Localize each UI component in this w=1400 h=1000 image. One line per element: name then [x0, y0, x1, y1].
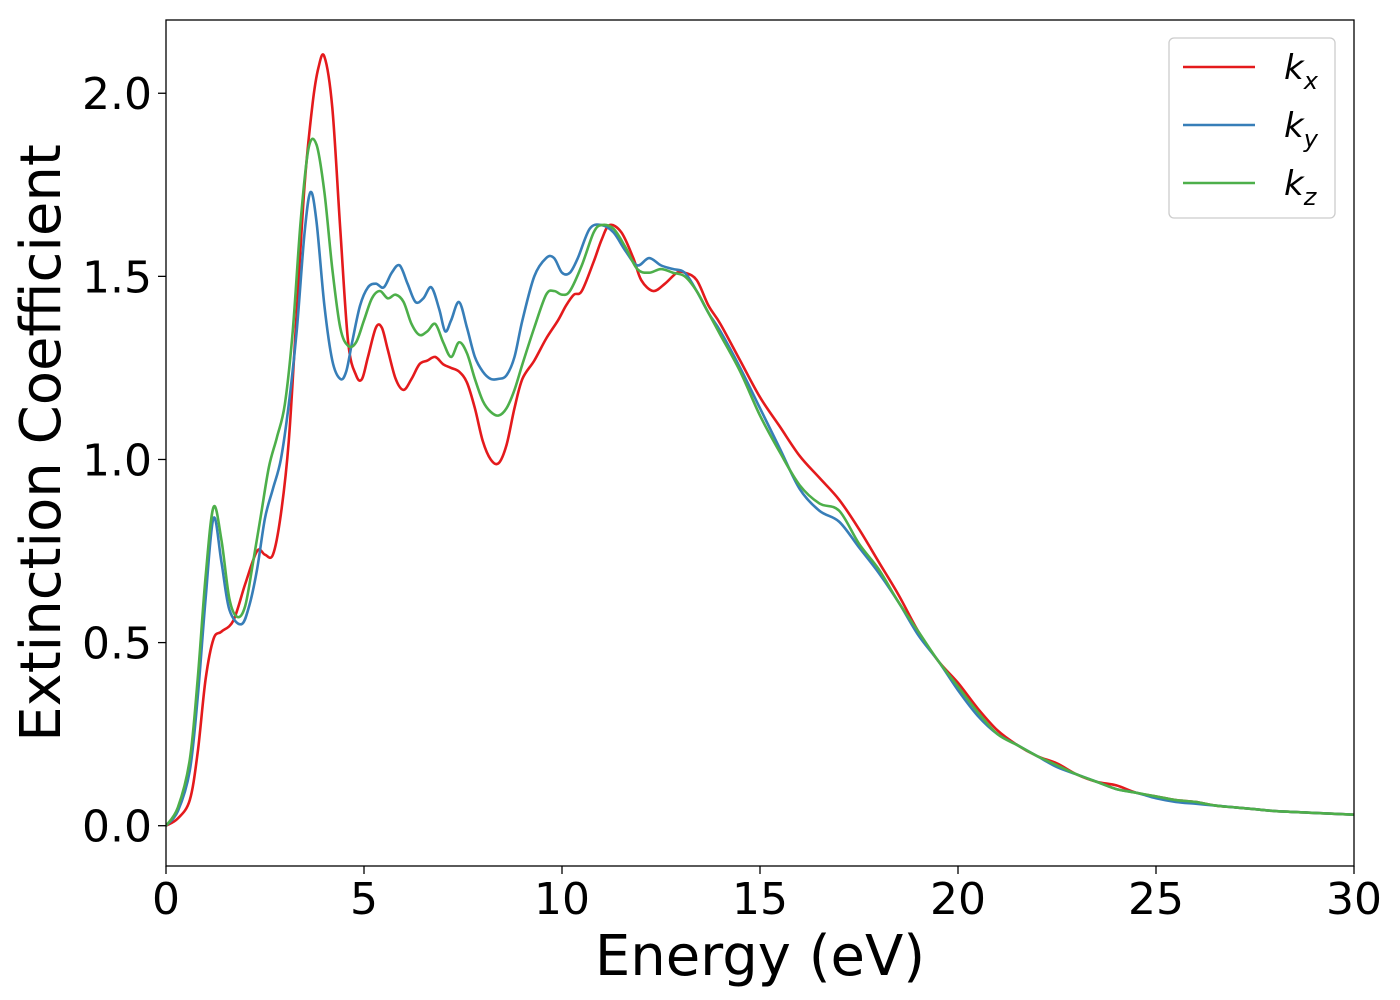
x-tick-label: 15: [732, 874, 788, 925]
x-axis-ticks: 0 5 10 15 20 25 30: [152, 866, 1382, 925]
legend-label-ky: ky: [1284, 106, 1319, 153]
x-tick-label: 0: [152, 874, 180, 925]
legend-label-subscript: y: [1303, 125, 1319, 153]
legend-label-subscript: z: [1303, 183, 1318, 211]
y-tick-label: 1.5: [82, 252, 152, 303]
legend-box: [1168, 37, 1336, 219]
y-tick-label: 0.0: [82, 802, 152, 853]
legend-label-base: k: [1284, 106, 1305, 146]
y-tick-label: 0.5: [82, 619, 152, 670]
x-axis-title: Energy (eV): [595, 924, 925, 989]
y-axis-title: Extinction Coefficient: [9, 144, 74, 742]
series-line-kz: [166, 137, 1354, 827]
y-tick-label: 1.0: [82, 435, 152, 486]
legend-label-base: k: [1284, 48, 1305, 88]
x-tick-label: 30: [1326, 874, 1382, 925]
x-tick-label: 20: [930, 874, 986, 925]
legend-label-base: k: [1284, 164, 1305, 204]
legend-label-subscript: x: [1303, 67, 1319, 95]
x-tick-label: 5: [350, 874, 378, 925]
plot-background: [166, 20, 1354, 866]
legend-label-kx: kx: [1284, 48, 1319, 95]
legend-label-kz: kz: [1284, 164, 1318, 211]
x-tick-label: 10: [534, 874, 590, 925]
y-tick-label: 2.0: [82, 69, 152, 120]
series-layer: [166, 53, 1354, 827]
x-tick-label: 25: [1128, 874, 1184, 925]
y-axis-ticks: 0.0 0.5 1.0 1.5 2.0: [82, 69, 166, 853]
